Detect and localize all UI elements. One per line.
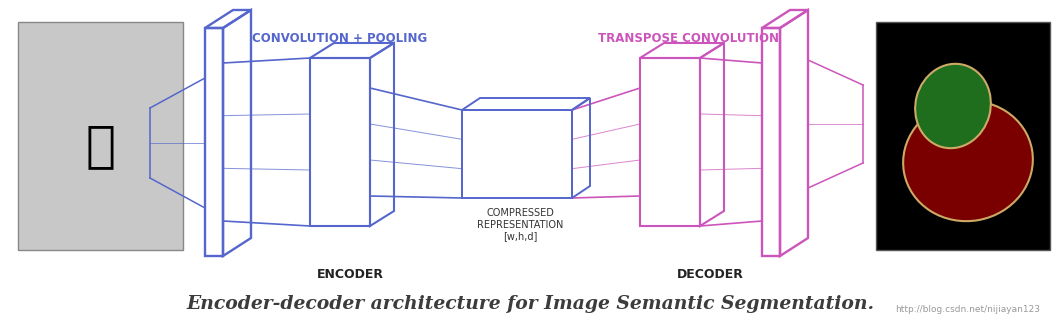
Text: ENCODER: ENCODER bbox=[317, 268, 383, 281]
Polygon shape bbox=[876, 22, 1051, 250]
Text: COMPRESSED
REPRESENTATION
[w,h,d]: COMPRESSED REPRESENTATION [w,h,d] bbox=[477, 208, 563, 241]
Ellipse shape bbox=[903, 101, 1033, 221]
Text: TRANSPOSE CONVOLUTION: TRANSPOSE CONVOLUTION bbox=[597, 32, 778, 45]
Ellipse shape bbox=[915, 64, 991, 148]
Text: http://blog.csdn.net/nijiayan123: http://blog.csdn.net/nijiayan123 bbox=[895, 305, 1040, 314]
Text: DECODER: DECODER bbox=[677, 268, 743, 281]
Text: 🏍: 🏍 bbox=[86, 122, 115, 170]
Polygon shape bbox=[18, 22, 183, 250]
Text: CONVOLUTION + POOLING: CONVOLUTION + POOLING bbox=[252, 32, 428, 45]
Text: Encoder-decoder architecture for Image Semantic Segmentation.: Encoder-decoder architecture for Image S… bbox=[186, 295, 874, 313]
